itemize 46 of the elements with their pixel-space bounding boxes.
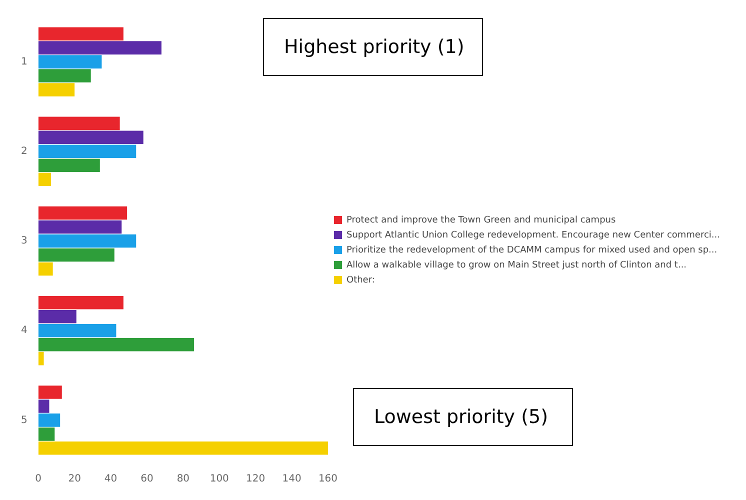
bar — [38, 144, 136, 158]
x-tick-label: 100 — [210, 474, 229, 485]
annotation: Highest priority (1) — [263, 18, 483, 76]
bar — [38, 428, 55, 441]
y-tick-label: 1 — [20, 56, 28, 68]
bar — [38, 220, 122, 234]
x-tick-label: 160 — [318, 474, 338, 485]
bar — [38, 172, 52, 186]
bar — [38, 442, 328, 455]
bar — [38, 400, 50, 413]
y-tick-label: 2 — [20, 146, 28, 157]
bar — [38, 262, 53, 276]
bar — [38, 158, 100, 172]
legend-label: Protect and improve the Town Green and municipal campus — [346, 215, 616, 226]
bar — [38, 296, 124, 310]
x-tick-label: 120 — [246, 474, 266, 485]
bar — [38, 116, 120, 130]
y-tick-label: 4 — [20, 325, 28, 336]
x-tick-label: 140 — [282, 474, 302, 485]
legend-label: Prioritize the redevelopment of the DCAMM campus for mixed used and open sp... — [346, 245, 718, 256]
bar — [38, 83, 75, 96]
bar — [38, 69, 91, 82]
bar — [38, 338, 194, 352]
x-tick-label: 20 — [68, 474, 81, 485]
bar — [38, 248, 114, 262]
bar — [38, 386, 62, 399]
bar — [38, 310, 76, 324]
text: Lowest priority (5) — [353, 388, 573, 446]
y-tick-label: 5 — [20, 414, 28, 426]
bar — [38, 41, 162, 54]
bar — [38, 206, 128, 220]
x-tick-label: 0 — [35, 474, 42, 485]
bar — [38, 27, 124, 40]
bar — [38, 55, 102, 68]
x-tick-label: 80 — [176, 474, 190, 485]
legend-label: Support Atlantic Union College redevelopment. Encourage new Center commerci... — [346, 230, 720, 240]
bar — [38, 324, 116, 338]
bar — [38, 130, 144, 144]
bar — [38, 414, 60, 427]
legend-label: Other: — [346, 275, 375, 286]
bar — [38, 352, 44, 366]
bar — [38, 234, 136, 248]
x-tick-label: 60 — [140, 474, 154, 485]
legend-label: Allow a walkable village to grow on Main Street just north of Clinton and t... — [346, 260, 687, 270]
x-tick-label: 40 — [104, 474, 118, 485]
y-tick-label: 3 — [20, 236, 28, 247]
